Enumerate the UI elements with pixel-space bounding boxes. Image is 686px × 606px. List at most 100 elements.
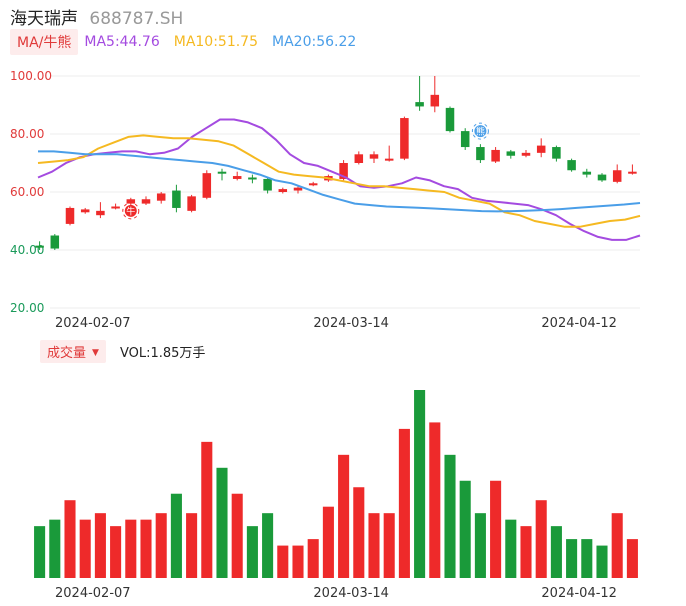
volume-bar: [429, 422, 441, 578]
grid-lines: [50, 75, 640, 309]
candle-body: [65, 207, 75, 224]
volume-bar: [231, 493, 243, 578]
volume-bar: [262, 513, 274, 578]
volume-bar: [64, 500, 76, 578]
x-tick-label: 2024-02-07: [55, 316, 131, 331]
volume-bar: [566, 539, 578, 578]
x-tick-label: 2024-02-07: [55, 586, 131, 601]
volume-bar: [186, 513, 198, 578]
candle-body: [80, 209, 90, 213]
candle-body: [369, 154, 379, 159]
x-tick-label: 2024-03-14: [313, 316, 389, 331]
volume-bar: [535, 500, 547, 578]
candle-body: [521, 152, 531, 156]
x-tick-label: 2024-04-12: [541, 316, 617, 331]
volume-bar: [626, 539, 638, 578]
candle-body: [354, 154, 364, 163]
ma5-line: [37, 118, 641, 241]
volume-bar: [277, 545, 289, 578]
candle-body: [339, 163, 348, 179]
bear-marker-text: 熊: [476, 126, 485, 138]
volume-bar: [505, 519, 517, 578]
candle-body: [384, 158, 394, 161]
volume-bar: [414, 390, 426, 578]
volume-bar: [155, 513, 167, 578]
candle-body: [187, 196, 196, 211]
candle-body: [612, 170, 622, 182]
stock-title: 海天瑞声 688787.SH: [10, 4, 183, 29]
volume-bar: [611, 513, 623, 578]
volume-bar: [110, 526, 122, 578]
volume-bar: [474, 513, 486, 578]
candle-body: [293, 187, 303, 191]
ma10-label: MA10:51.75: [173, 34, 259, 50]
candle-body: [232, 176, 242, 179]
bear-marker: 熊: [471, 122, 489, 140]
candle-body: [172, 190, 181, 208]
volume-bar: [444, 454, 456, 578]
x-tick-label: 2024-03-14: [313, 586, 389, 601]
volume-bars: [34, 390, 638, 578]
volume-bar: [338, 454, 350, 578]
volume-label: 成交量: [47, 345, 87, 361]
stock-name: 海天瑞声: [10, 9, 78, 29]
volume-bar: [596, 545, 608, 578]
candle-body: [156, 193, 166, 201]
moving-average-lines: [37, 118, 641, 241]
signal-markers: 牛熊: [122, 122, 489, 220]
indicator-selector[interactable]: MA/牛熊: [10, 29, 79, 55]
candle-body: [460, 131, 470, 148]
volume-bar: [140, 519, 152, 578]
candle-body: [35, 245, 44, 248]
candle-body: [445, 107, 455, 132]
x-tick-label: 2024-04-12: [541, 586, 617, 601]
candle-body: [202, 173, 212, 198]
bull-marker-text: 牛: [126, 205, 135, 217]
candle-body: [96, 210, 105, 216]
volume-bar: [94, 513, 106, 578]
candle-body: [50, 235, 60, 249]
volume-legend: 成交量 ▼ VOL:1.85万手: [40, 339, 206, 363]
candle-body: [430, 94, 440, 107]
volume-bar: [307, 539, 319, 578]
volume-bar: [322, 506, 334, 578]
ma20-line: [38, 150, 641, 213]
volume-bar: [34, 526, 46, 578]
bull-marker: 牛: [122, 202, 140, 220]
volume-bar: [292, 545, 304, 578]
candle-body: [552, 147, 561, 159]
candle-body: [248, 177, 257, 180]
candle-body: [582, 171, 592, 175]
candle-body: [141, 199, 151, 204]
volume-bar: [398, 428, 410, 578]
dropdown-triangle-icon: ▼: [92, 347, 99, 358]
candle-body: [126, 199, 136, 204]
volume-selector[interactable]: 成交量 ▼: [40, 339, 106, 363]
volume-bar: [490, 480, 502, 578]
volume-bar: [520, 526, 532, 578]
candlesticks: [35, 76, 637, 250]
candle-body: [263, 178, 272, 191]
volume-value: VOL:1.85万手: [119, 345, 206, 361]
candle-body: [476, 147, 485, 161]
y-tick-label: 80.00: [10, 127, 44, 141]
candle-body: [506, 151, 516, 156]
candle-body: [597, 174, 607, 181]
candle-body: [628, 171, 637, 174]
bull-marker-ring: [122, 202, 140, 220]
volume-bar: [459, 480, 471, 578]
candle-body: [567, 160, 576, 171]
candle-body: [217, 171, 227, 174]
volume-bar: [581, 539, 593, 578]
y-tick-label: 100.00: [10, 69, 52, 83]
ma20-label: MA20:56.22: [272, 34, 357, 50]
candle-body: [111, 206, 120, 209]
ma-legend: MA/牛熊 MA5:44.76 MA10:51.75 MA20:56.22: [10, 29, 370, 55]
y-tick-label: 60.00: [10, 185, 44, 199]
candle-body: [415, 102, 424, 107]
volume-bar: [368, 513, 380, 578]
ma5-label: MA5:44.76: [84, 34, 160, 50]
volume-bar: [353, 487, 365, 578]
volume-bar: [79, 519, 91, 578]
